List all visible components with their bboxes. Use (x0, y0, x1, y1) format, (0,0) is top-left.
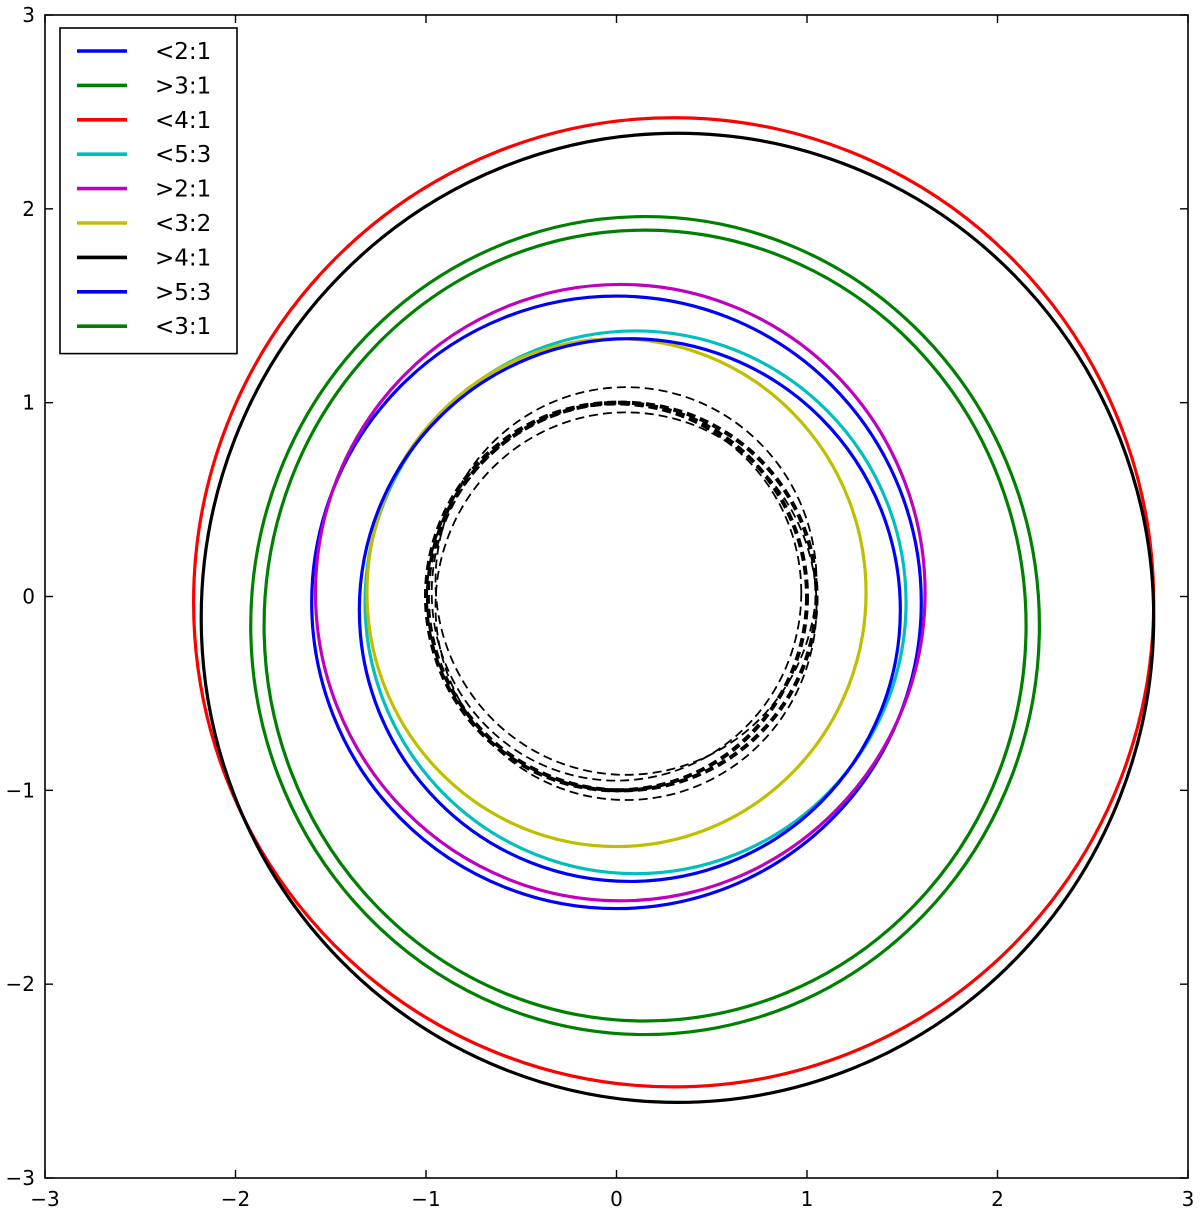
series-orbit-3 (363, 329, 908, 876)
dashed-reference-circle-1 (425, 400, 819, 793)
legend: <2:1 >3:1 <4:1 <5:3 >2:1 <3:2 >4:1 >5:3 <3:1 (59, 27, 238, 355)
legend-label: >3:1 (155, 73, 211, 99)
dashed-reference-circle-2 (434, 386, 818, 776)
legend-label: >4:1 (155, 245, 211, 271)
x-tick-label: 1 (801, 1187, 814, 1210)
legend-label: <3:2 (155, 211, 211, 237)
series-orbit-2 (191, 116, 1156, 1089)
series-orbit-7 (357, 337, 902, 884)
legend-label: <2:1 (155, 39, 211, 65)
y-tick-label: 3 (22, 3, 35, 27)
y-tick-label: 0 (22, 585, 35, 609)
legend-label: <5:3 (155, 142, 211, 168)
legend-label: >2:1 (155, 177, 211, 203)
dashed-reference-circle-3 (434, 411, 818, 801)
x-tick-label: −2 (221, 1187, 250, 1210)
series-orbit-6 (199, 131, 1156, 1105)
series-orbit-0 (310, 294, 923, 911)
x-tick-label: −3 (30, 1187, 59, 1210)
x-tick-label: 3 (1182, 1187, 1195, 1210)
y-tick-label: 1 (22, 391, 35, 415)
y-tick-label: −1 (6, 778, 35, 802)
plot-area (191, 116, 1156, 1105)
legend-box (59, 27, 238, 355)
series-orbit-1 (249, 214, 1042, 1037)
y-tick-label: 2 (22, 197, 35, 221)
series-orbit-8 (262, 228, 1028, 1023)
axis-ticks: −3 −2 −1 0 1 2 3 −3 −2 −1 0 1 2 3 (6, 3, 1195, 1210)
x-tick-label: 0 (610, 1187, 623, 1210)
dashed-reference-circle-4 (430, 403, 803, 782)
x-tick-label: −1 (411, 1187, 440, 1210)
y-tick-label: −3 (6, 1166, 35, 1190)
legend-label: <3:1 (155, 314, 211, 340)
x-tick-label: 2 (991, 1187, 1004, 1210)
legend-label: >5:3 (155, 280, 211, 306)
legend-label: <4:1 (155, 108, 211, 134)
y-tick-label: −2 (6, 972, 35, 996)
series-orbit-4 (313, 282, 927, 903)
